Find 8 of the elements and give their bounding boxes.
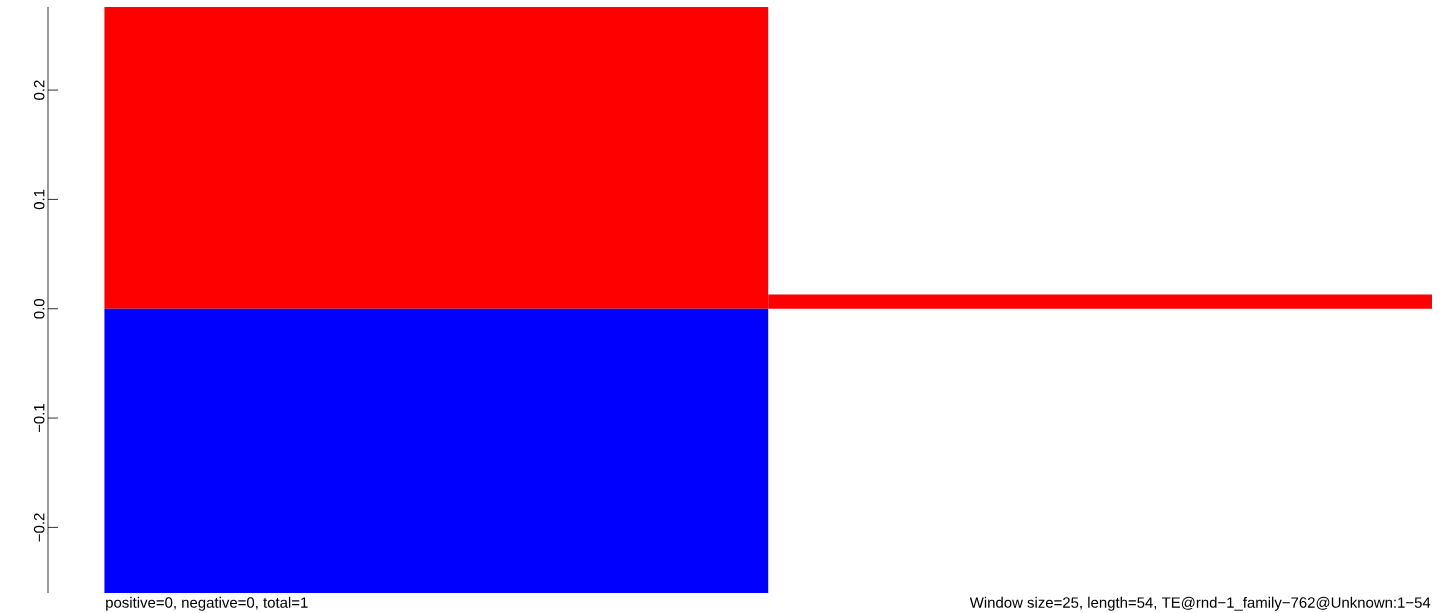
y-tick-label: 0.1: [33, 189, 45, 210]
text: Window size=25, length=54, TE@rnd−1_family−762@Unknown:1−54: [969, 596, 1431, 611]
y-tick-label: 0.2: [33, 80, 45, 100]
y-tick-label: −0.2: [33, 513, 45, 542]
y-tick-label: −0.1: [33, 404, 45, 433]
y-tick-label: 0.0: [33, 298, 45, 319]
text: positive=0, negative=0, total=1: [106, 596, 308, 611]
bar: [104, 308, 769, 593]
